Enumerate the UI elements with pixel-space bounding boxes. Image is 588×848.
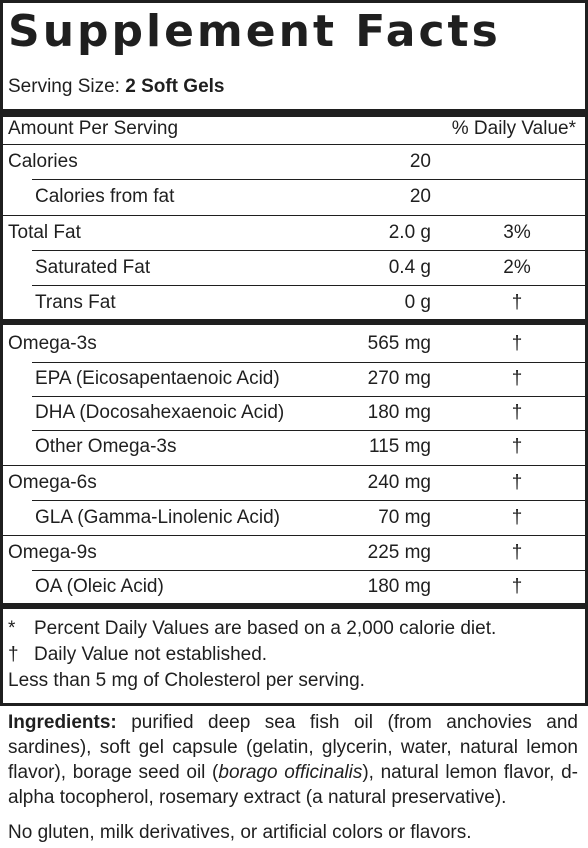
- ingredients-label: Ingredients:: [8, 712, 117, 733]
- nutrient-row-total-fat: Total Fat 2.0 g 3%: [3, 216, 585, 250]
- nutrient-row-dha: DHA (Docosahexaenoic Acid) 180 mg †: [3, 396, 585, 430]
- ingredients-text: purified deep sea fish oil (from anchovi…: [8, 712, 578, 783]
- nutrient-label: Calories: [8, 151, 78, 172]
- nutrient-daily-value: †: [511, 333, 523, 354]
- nutrient-label: Omega-9s: [8, 542, 97, 563]
- panel-title: Supplement Facts: [8, 6, 501, 57]
- nutrient-daily-value: 3%: [503, 222, 531, 243]
- nutrient-daily-value: †: [511, 472, 523, 493]
- divider: [32, 250, 585, 251]
- nutrient-amount: 240 mg: [367, 472, 431, 493]
- nutrient-amount: 225 mg: [367, 542, 431, 563]
- nutrient-daily-value: †: [511, 292, 523, 313]
- divider: [3, 215, 585, 216]
- footnote-cholesterol: Less than 5 mg of Cholesterol per servin…: [8, 670, 365, 691]
- nutrient-amount: 70 mg: [378, 507, 431, 528]
- nutrient-row-epa: EPA (Eicosapentaenoic Acid) 270 mg †: [3, 362, 585, 396]
- nutrient-daily-value: †: [511, 436, 523, 457]
- nutrient-label: OA (Oleic Acid): [35, 576, 164, 597]
- nutrient-amount: 565 mg: [367, 333, 431, 354]
- nutrient-amount: 0 g: [404, 292, 431, 313]
- nutrient-amount: 180 mg: [367, 576, 431, 597]
- nutrient-amount: 0.4 g: [388, 257, 431, 278]
- nutrient-daily-value: †: [511, 368, 523, 389]
- nutrient-row-omega-6s: Omega-6s 240 mg †: [3, 466, 585, 500]
- footnote-percent-daily-values: * Percent Daily Values are based on a 2,0…: [8, 616, 496, 642]
- nutrient-amount: 20: [409, 151, 431, 172]
- nutrient-row-trans-fat: Trans Fat 0 g †: [3, 286, 585, 320]
- free-from-statement: No gluten, milk derivatives, or artifici…: [8, 822, 472, 843]
- nutrient-amount: 20: [409, 186, 431, 207]
- daily-value-header: % Daily Value*: [451, 118, 576, 139]
- footnote-text: Percent Daily Values are based on a 2,00…: [34, 618, 497, 639]
- divider: [32, 396, 585, 397]
- nutrient-label: Trans Fat: [35, 292, 116, 313]
- nutrient-row-calories: Calories 20: [3, 145, 585, 179]
- nutrient-label: EPA (Eicosapentaenoic Acid): [35, 368, 280, 389]
- nutrient-daily-value: †: [511, 507, 523, 528]
- nutrient-label: Calories from fat: [35, 186, 175, 207]
- ingredients-text: ), natural lemon flavor, d-alpha tocophe…: [8, 762, 578, 808]
- nutrient-amount: 180 mg: [367, 402, 431, 423]
- nutrient-daily-value: †: [511, 402, 523, 423]
- nutrient-amount: 270 mg: [367, 368, 431, 389]
- nutrient-label: Omega-3s: [8, 333, 97, 354]
- divider: [3, 535, 585, 536]
- ingredients-statement: Ingredients: purified deep sea fish oil …: [8, 710, 578, 810]
- ingredients-botanical-name: borago officinalis: [218, 762, 363, 783]
- supplement-facts-panel: [0, 0, 588, 706]
- footnote-dagger: † Daily Value not established.: [8, 642, 267, 668]
- serving-size-label: Serving Size:: [8, 76, 120, 97]
- nutrient-row-gla: GLA (Gamma-Linolenic Acid) 70 mg †: [3, 501, 585, 535]
- amount-per-serving-header: Amount Per Serving: [8, 118, 179, 139]
- thick-divider: [3, 109, 585, 117]
- serving-size-value: 2 Soft Gels: [125, 76, 225, 97]
- serving-size: Serving Size: 2 Soft Gels: [8, 73, 224, 101]
- divider: [32, 285, 585, 286]
- divider: [3, 144, 585, 145]
- nutrient-row-omega-3s: Omega-3s 565 mg †: [3, 327, 585, 361]
- nutrient-daily-value: 2%: [503, 257, 531, 278]
- nutrient-daily-value: †: [511, 542, 523, 563]
- nutrient-label: Total Fat: [8, 222, 81, 243]
- thick-divider: [3, 319, 585, 325]
- nutrient-row-other-omega-3s: Other Omega-3s 115 mg †: [3, 430, 585, 464]
- nutrient-label: DHA (Docosahexaenoic Acid): [35, 402, 285, 423]
- nutrient-row-omega-9s: Omega-9s 225 mg †: [3, 536, 585, 570]
- divider: [32, 570, 585, 571]
- nutrient-row-saturated-fat: Saturated Fat 0.4 g 2%: [3, 251, 585, 285]
- nutrient-amount: 115 mg: [369, 436, 431, 457]
- nutrient-label: GLA (Gamma-Linolenic Acid): [35, 507, 280, 528]
- nutrient-row-calories-from-fat: Calories from fat 20: [3, 180, 585, 214]
- divider: [32, 179, 585, 180]
- nutrient-amount: 2.0 g: [388, 222, 431, 243]
- nutrient-label: Omega-6s: [8, 472, 97, 493]
- nutrient-label: Other Omega-3s: [35, 436, 177, 457]
- divider: [32, 362, 585, 363]
- asterisk-symbol: *: [8, 618, 16, 639]
- divider: [32, 430, 585, 431]
- divider: [3, 465, 585, 466]
- dagger-symbol: †: [8, 644, 19, 665]
- footnote-text: Daily Value not established.: [34, 644, 268, 665]
- nutrient-daily-value: †: [511, 576, 523, 597]
- nutrient-row-oa: OA (Oleic Acid) 180 mg †: [3, 570, 585, 604]
- thick-divider: [3, 603, 585, 609]
- nutrient-label: Saturated Fat: [35, 257, 151, 278]
- divider: [32, 500, 585, 501]
